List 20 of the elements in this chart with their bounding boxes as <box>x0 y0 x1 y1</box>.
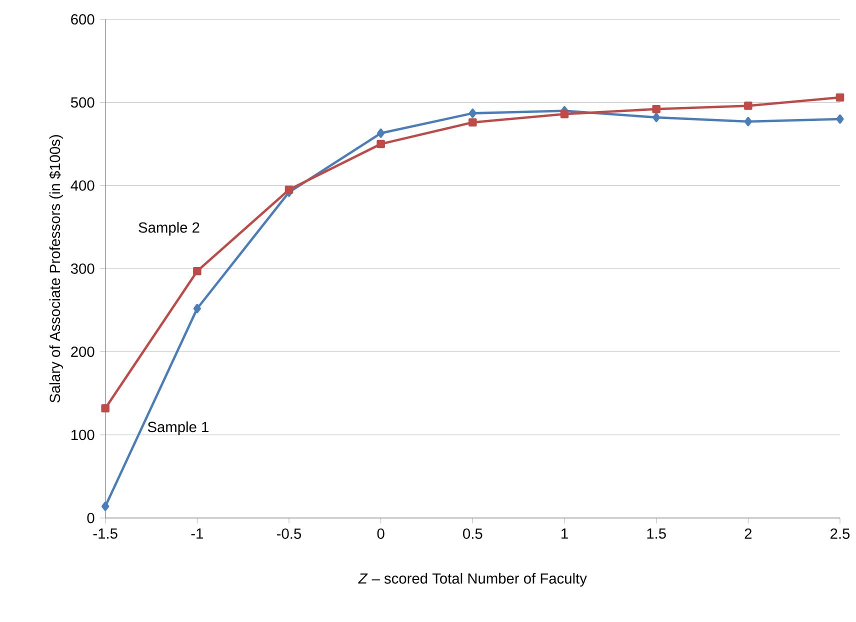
series-label: Sample 1 <box>148 421 208 436</box>
x-axis-title: Z – scored Total Number of Faculty <box>358 572 587 587</box>
x-tick-label: 0 <box>377 528 384 539</box>
y-tick-label: 400 <box>70 180 94 191</box>
x-tick-label: 2.5 <box>830 528 850 539</box>
y-tick-label: 500 <box>70 97 94 108</box>
y-tick-label: 100 <box>71 430 94 440</box>
series-label: Sample 2 <box>138 222 200 236</box>
x-tick-label: -0.5 <box>277 528 302 539</box>
y-tick-label: 0 <box>87 512 94 524</box>
x-tick-label: 2 <box>744 528 752 539</box>
x-tick-label: -1 <box>191 528 203 539</box>
x-tick-label: 1.5 <box>647 528 666 539</box>
y-tick-label: 600 <box>71 14 94 25</box>
x-tick-label: 0.5 <box>463 528 482 539</box>
x-tick-label: -1.5 <box>93 528 118 539</box>
y-tick-label: 300 <box>70 263 94 274</box>
y-axis-title: Salary of Associate Professors (in $100s) <box>49 135 63 403</box>
x-tick-label: 1 <box>562 528 568 539</box>
y-tick-label: 200 <box>71 346 94 357</box>
